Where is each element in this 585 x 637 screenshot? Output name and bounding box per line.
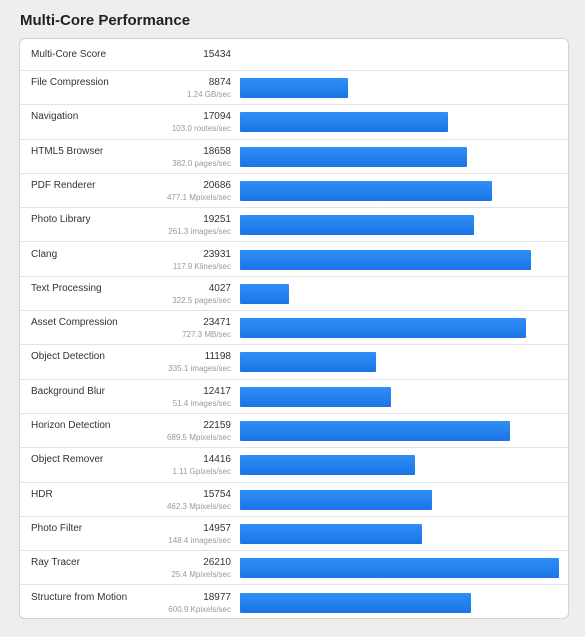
benchmark-bar: [240, 318, 526, 339]
multi-core-score-value: 15434: [203, 49, 231, 60]
benchmark-score: 8874: [208, 77, 231, 88]
benchmark-row: Photo Library 19251 261.3 images/sec: [20, 208, 568, 243]
benchmark-score: 18658: [203, 145, 231, 157]
benchmark-rate: 477.1 Mpixels/sec: [166, 192, 231, 202]
benchmark-name: Text Processing: [31, 282, 102, 294]
benchmark-row: Ray Tracer 26210 25.4 Mpixels/sec: [20, 551, 568, 586]
benchmark-name: Navigation: [31, 111, 79, 123]
benchmark-rate: 103.0 routes/sec: [171, 124, 231, 134]
benchmark-name: Asset Compression: [31, 317, 118, 329]
benchmark-rate: 382.0 pages/sec: [172, 158, 231, 168]
benchmark-score: 26210: [203, 557, 231, 569]
results-card: Multi-Core Score 15434 File Compression 8…: [19, 38, 569, 619]
benchmark-bar: [240, 215, 475, 236]
benchmark-name: Ray Tracer: [31, 557, 80, 569]
benchmark-score: 23471: [203, 317, 231, 329]
benchmark-bar: [240, 386, 392, 407]
benchmark-score: 19251: [203, 214, 231, 226]
benchmark-rate: 117.9 Klines/sec: [172, 261, 231, 271]
benchmark-rate: 148.4 images/sec: [168, 535, 231, 545]
benchmark-row: Clang 23931 117.9 Klines/sec: [20, 243, 568, 277]
benchmark-name: Background Blur: [31, 385, 105, 397]
benchmark-score: 22159: [203, 420, 231, 431]
benchmark-rate: 261.3 images/sec: [168, 227, 231, 237]
benchmark-bar: [240, 489, 432, 510]
benchmark-rate: 689.5 Mpixels/sec: [166, 433, 231, 442]
benchmark-bar: [240, 592, 471, 613]
benchmark-rate: 462.3 Mpixels/sec: [166, 501, 231, 511]
benchmark-row: Object Remover 14416 1.11 Gpixels/sec: [20, 448, 568, 483]
benchmark-row: HTML5 Browser 18658 382.0 pages/sec: [20, 140, 568, 174]
benchmark-bar: [240, 283, 289, 304]
benchmark-score: 18977: [203, 591, 231, 603]
benchmark-rate: 600.9 Kpixels/sec: [168, 604, 231, 614]
benchmark-score: 14416: [203, 454, 231, 466]
benchmark-bar: [240, 78, 348, 98]
benchmark-bar: [240, 523, 423, 544]
benchmark-row: Structure from Motion 18977 600.9 Kpixels/…: [20, 586, 568, 619]
benchmark-bar: [240, 180, 492, 201]
benchmark-row: HDR 15754 462.3 Mpixels/sec: [20, 483, 568, 517]
benchmark-name: Structure from Motion: [31, 591, 128, 603]
benchmark-score: 20686: [203, 179, 231, 191]
benchmark-score: 15754: [203, 488, 231, 500]
benchmark-rate: 727.3 MB/sec: [182, 330, 231, 340]
benchmark-row: PDF Renderer 20686 477.1 Mpixels/sec: [20, 174, 568, 209]
benchmark-score: 11198: [204, 351, 231, 363]
benchmark-rate: 335.1 images/sec: [168, 364, 231, 374]
benchmark-bar: [240, 352, 377, 373]
benchmark-rate: 51.4 images/sec: [172, 398, 231, 408]
benchmark-rate: 322.5 pages/sec: [172, 295, 231, 305]
benchmark-bar: [240, 112, 449, 133]
benchmark-score: 12417: [203, 385, 231, 397]
benchmark-name: Clang: [31, 248, 58, 260]
benchmark-name: File Compression: [31, 77, 109, 88]
benchmark-score: 23931: [203, 248, 231, 260]
benchmark-rate: 1.11 Gpixels/sec: [172, 467, 231, 477]
page-title: Multi-Core Performance: [20, 12, 191, 29]
benchmark-row: File Compression 8874 1.24 GB/sec: [20, 71, 568, 106]
benchmark-name: PDF Renderer: [31, 179, 96, 191]
benchmark-score: 4027: [208, 282, 231, 294]
benchmark-row: Text Processing 4027 322.5 pages/sec: [20, 277, 568, 312]
multi-core-score-row: Multi-Core Score 15434: [20, 39, 568, 71]
benchmark-name: Photo Filter: [31, 522, 83, 534]
benchmark-bar: [240, 146, 468, 167]
benchmark-rate: 1.24 GB/sec: [186, 90, 231, 99]
benchmark-bar: [240, 455, 416, 476]
benchmark-rate: 25.4 Mpixels/sec: [171, 570, 231, 580]
benchmark-row: Background Blur 12417 51.4 images/sec: [20, 380, 568, 414]
multi-core-score-label: Multi-Core Score: [31, 49, 107, 60]
benchmark-name: HTML5 Browser: [31, 145, 104, 157]
benchmark-name: Object Detection: [31, 351, 105, 363]
benchmark-bar: [240, 558, 559, 579]
benchmark-bar: [240, 249, 532, 270]
benchmark-name: Object Remover: [31, 454, 104, 466]
benchmark-score: 17094: [203, 111, 231, 123]
benchmark-row: Photo Filter 14957 148.4 images/sec: [20, 517, 568, 552]
benchmark-name: HDR: [31, 488, 53, 500]
benchmark-row: Asset Compression 23471 727.3 MB/sec: [20, 311, 568, 346]
benchmark-row: Navigation 17094 103.0 routes/sec: [20, 105, 568, 140]
benchmark-row: Object Detection 11198 335.1 images/sec: [20, 345, 568, 380]
benchmark-row: Horizon Detection 22159 689.5 Mpixels/sec: [20, 414, 568, 449]
benchmark-name: Horizon Detection: [31, 420, 111, 431]
benchmark-name: Photo Library: [31, 214, 91, 226]
benchmark-score: 14957: [203, 522, 231, 534]
benchmark-bar: [240, 421, 510, 441]
